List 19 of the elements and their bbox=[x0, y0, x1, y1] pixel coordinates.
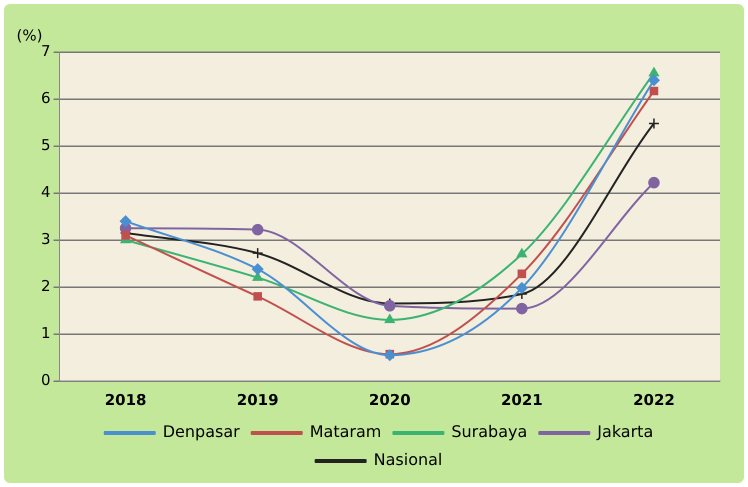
legend-label: Nasional bbox=[374, 450, 442, 470]
y-tick-label: 1 bbox=[40, 324, 51, 342]
legend-label: Mataram bbox=[310, 422, 382, 442]
y-tick-label: 2 bbox=[40, 276, 51, 295]
y-tick-label: 6 bbox=[40, 88, 51, 107]
legend-label: Surabaya bbox=[451, 422, 528, 442]
x-tick-label: 2021 bbox=[500, 390, 543, 409]
y-tick-label: 5 bbox=[40, 136, 51, 154]
y-tick-label: 7 bbox=[40, 42, 51, 60]
x-tick-label: 2019 bbox=[236, 390, 279, 409]
y-tick-label: 0 bbox=[40, 370, 51, 389]
y-tick-label: 3 bbox=[40, 230, 51, 248]
y-axis-title: (%) bbox=[16, 26, 43, 44]
legend-label: Jakarta bbox=[596, 422, 654, 442]
legend-label: Denpasar bbox=[162, 422, 240, 442]
y-tick-label: 4 bbox=[40, 182, 51, 201]
x-tick-label: 2018 bbox=[104, 390, 146, 409]
x-tick-label: 2020 bbox=[368, 390, 411, 409]
x-tick-label: 2022 bbox=[633, 390, 675, 409]
